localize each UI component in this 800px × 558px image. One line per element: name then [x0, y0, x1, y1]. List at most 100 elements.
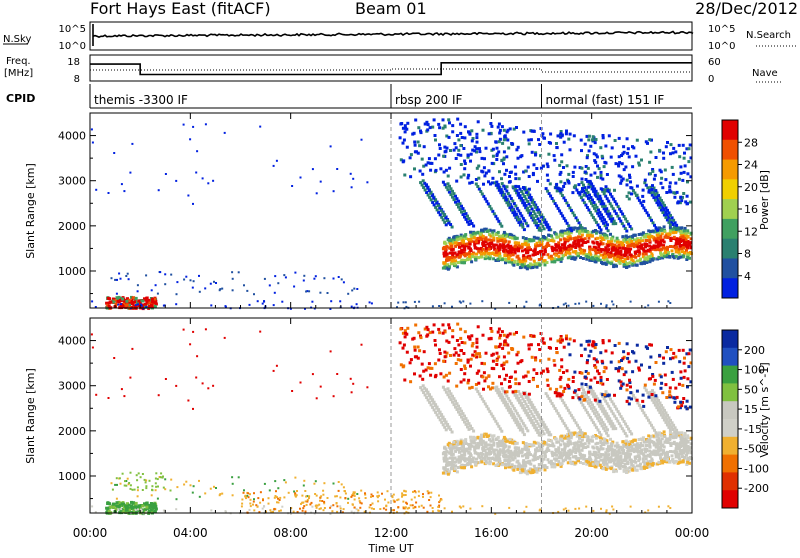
power-cell [663, 255, 666, 258]
power-cell [417, 141, 420, 144]
noise-line [93, 32, 693, 38]
power-cell [662, 157, 665, 160]
power-cell [450, 262, 453, 265]
velocity-cell [514, 454, 517, 457]
velocity-cell [477, 442, 480, 445]
power-cell [675, 255, 678, 258]
velocity-cell [151, 494, 153, 496]
power-cell [518, 177, 521, 180]
power-cell [587, 138, 590, 141]
power-cell [369, 301, 371, 303]
power-cell [682, 192, 685, 195]
power-cell [508, 302, 510, 304]
velocity-cell [585, 460, 588, 463]
velocity-cell [686, 441, 689, 444]
velocity-cell [442, 472, 445, 475]
power-cell [526, 267, 529, 270]
velocity-cell [625, 440, 628, 443]
power-cell [641, 195, 644, 198]
power-cell [514, 249, 517, 252]
velocity-cell [164, 478, 166, 480]
power-cell [542, 165, 545, 168]
power-cell [596, 155, 599, 158]
power-cell [199, 291, 201, 293]
power-cell [453, 142, 456, 145]
power-cell [683, 171, 686, 174]
power-cell [626, 137, 629, 140]
velocity-cell [559, 439, 562, 442]
power-cell [575, 236, 578, 239]
power-cell [460, 261, 463, 264]
power-cell [663, 230, 666, 233]
velocity-cell [475, 388, 478, 391]
power-cell [631, 235, 634, 238]
power-cell [537, 237, 540, 240]
power-cell [593, 152, 596, 155]
power-cell [574, 256, 577, 259]
power-cell [503, 241, 506, 244]
power-cell [111, 277, 113, 279]
velocity-cell [581, 386, 584, 389]
power-cell [640, 243, 643, 246]
velocity-cell [274, 497, 276, 499]
velocity-cell [612, 469, 615, 472]
power-cell [145, 301, 148, 304]
power-cell [534, 253, 537, 256]
velocity-cell [501, 463, 504, 466]
velocity-cell [605, 511, 607, 513]
power-cell [668, 189, 671, 192]
velocity-cell [484, 449, 487, 452]
power-cell [621, 256, 624, 259]
power-cell [625, 235, 628, 238]
power-cell [649, 151, 652, 154]
power-cell [598, 195, 601, 198]
velocity-cell [446, 458, 449, 461]
power-cell [657, 234, 660, 237]
velocity-cell [585, 435, 588, 438]
power-cell [479, 233, 482, 236]
velocity-cell [338, 481, 340, 483]
velocity-cell [199, 496, 201, 498]
power-cell [669, 302, 671, 304]
power-cell [131, 143, 133, 145]
velocity-cell [550, 444, 553, 447]
power-cell [225, 305, 227, 307]
power-cell [442, 118, 445, 121]
velocity-cell [141, 510, 143, 512]
velocity-cell [315, 480, 317, 482]
power-cell [501, 182, 504, 185]
velocity-cell [525, 442, 528, 445]
velocity-cell [502, 454, 505, 457]
power-cell [528, 139, 531, 142]
velocity-cell [572, 455, 575, 458]
velocity-cell [465, 458, 468, 461]
velocity-cell [135, 509, 137, 511]
colorbar-swatch [722, 278, 738, 298]
velocity-cell [582, 462, 585, 465]
velocity-cell [449, 444, 452, 447]
power-cell [467, 154, 470, 157]
power-cell [448, 121, 451, 124]
power-cell [507, 244, 510, 247]
power-cell [592, 305, 594, 307]
power-cell [569, 237, 572, 240]
power-cell [592, 230, 595, 233]
velocity-cell [507, 449, 510, 452]
power-cell [492, 251, 495, 254]
power-cell [495, 251, 498, 254]
velocity-cell [125, 505, 128, 508]
power-cell [562, 166, 565, 169]
velocity-cell [485, 460, 488, 463]
power-cell [471, 255, 474, 258]
power-cell [622, 178, 625, 181]
power-cell [470, 238, 473, 241]
velocity-cell [516, 468, 519, 471]
velocity-cell [514, 447, 517, 450]
power-cell [281, 301, 283, 303]
power-cell [336, 168, 338, 170]
velocity-cell [612, 451, 615, 454]
power-cell [320, 181, 322, 183]
power-cell [640, 159, 643, 162]
velocity-cell [667, 505, 669, 507]
